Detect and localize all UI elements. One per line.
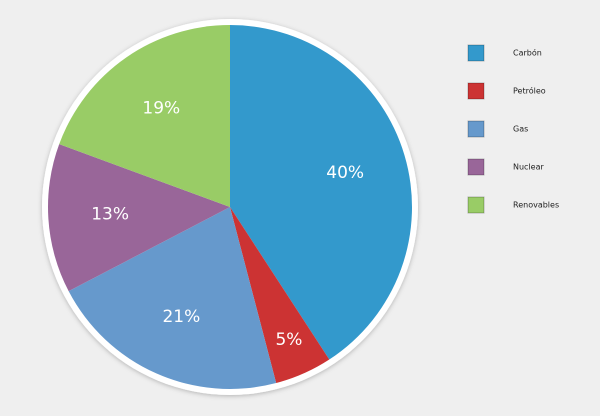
pie-slice-petroleo	[230, 207, 330, 384]
legend-swatch-gas	[467, 120, 485, 138]
pie-slice-labels: 40% 5% 21% 13% 19%	[91, 98, 364, 350]
legend-label-renovables: Renovables	[513, 201, 559, 210]
pie-slice-gas	[68, 207, 277, 389]
legend-swatch-renovables	[467, 196, 485, 214]
legend-label-carbon: Carbón	[513, 48, 542, 58]
slice-label-carbon: 40%	[326, 163, 364, 183]
slice-label-nuclear: 13%	[91, 205, 129, 225]
legend-swatch-nuclear	[467, 158, 485, 176]
slice-label-renovables: 19%	[142, 98, 180, 118]
legend-label-petroleo: Petróleo	[513, 86, 546, 96]
legend-label-nuclear: Nuclear	[513, 163, 545, 172]
legend-label-gas: Gas	[513, 125, 528, 134]
pie-slices	[47, 24, 413, 389]
pie-slice-nuclear	[47, 144, 231, 292]
pie-slice-carbon	[230, 25, 413, 360]
legend-swatch-carbon	[467, 44, 485, 62]
pie-slice-renovables	[59, 24, 230, 207]
legend: Carbón Petróleo Gas Nuclear Renovables	[467, 44, 559, 214]
slice-label-gas: 21%	[162, 307, 200, 327]
slice-label-petroleo: 5%	[275, 330, 302, 350]
legend-swatch-petroleo	[467, 82, 485, 100]
